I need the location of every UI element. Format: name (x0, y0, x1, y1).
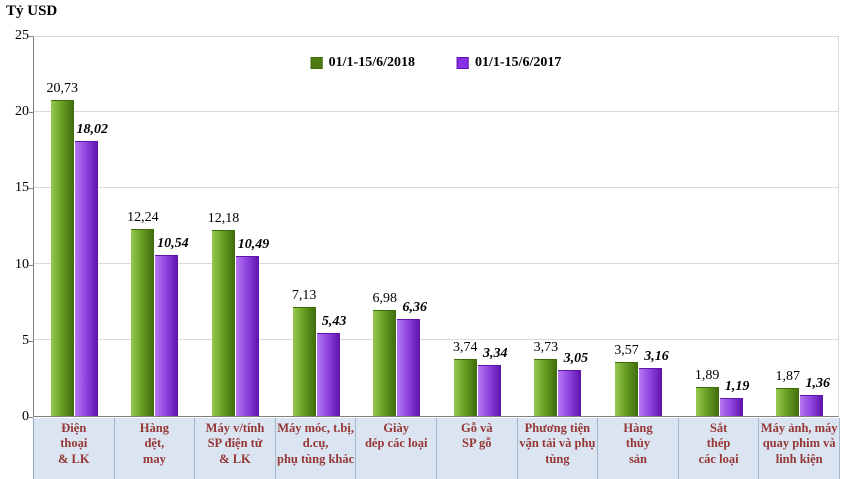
x-axis-label: Điện thoại & LK (34, 418, 115, 479)
x-axis-label-text: Điện thoại & LK (57, 421, 90, 466)
y-tick-mark (29, 340, 33, 342)
bar-2018 (212, 230, 235, 416)
x-axis-label: Hàng thủy sản (598, 418, 679, 479)
x-axis-label-text: Máy móc, t.bị, d.cụ, phụ tùng khác (277, 421, 355, 466)
value-label-2018: 1,89 (694, 368, 720, 384)
x-axis-labels: Điện thoại & LK Hàng dệt, may Máy v/tính SP điệ… (33, 418, 840, 479)
bar-2018 (453, 359, 477, 416)
bar-2017 (719, 397, 743, 416)
value-label-2018: 12,18 (207, 211, 240, 227)
plot-area: 01/1-15/6/2018 01/1-15/6/2017 20,73 18,02 1… (33, 36, 839, 417)
x-axis-label: Máy v/tính SP điện tử & LK (195, 418, 276, 479)
bar-2018 (776, 387, 800, 416)
value-label-2017: 5,43 (321, 314, 347, 330)
gridline (34, 339, 838, 341)
legend-label: 01/1-15/6/2018 (328, 55, 415, 70)
y-tick-label: 5 (22, 332, 29, 348)
x-axis-label-text: Gỗ và SP gỗ (460, 421, 493, 451)
x-axis-label: Gỗ và SP gỗ (437, 418, 518, 479)
legend-label: 01/1-15/6/2017 (475, 55, 562, 70)
value-label-2018: 3,73 (533, 340, 559, 356)
value-label-2018: 3,74 (453, 340, 478, 356)
gridline (34, 110, 838, 112)
bar-2017 (316, 333, 340, 416)
bar-2017 (800, 395, 824, 416)
x-axis-label: Sắt thép các loại (679, 418, 760, 479)
y-tick-label: 15 (15, 180, 29, 196)
x-axis-label-text: Hàng dệt, may (139, 421, 169, 466)
value-label-2017: 6,36 (402, 300, 427, 316)
x-axis-label: Giày dép các loại (356, 418, 437, 479)
bar-2017 (236, 256, 259, 416)
value-label-2017: 10,49 (237, 237, 270, 253)
bar-2017 (639, 367, 662, 416)
bar-2018 (373, 309, 397, 416)
value-label-2017: 1,36 (805, 376, 830, 392)
value-label-2018: 1,87 (775, 368, 800, 384)
x-axis-label: Máy móc, t.bị, d.cụ, phụ tùng khác (276, 418, 357, 479)
bar-2017 (477, 365, 501, 416)
value-label-2018: 20,73 (46, 81, 79, 97)
x-axis-label: Máy ảnh, máy quay phim và linh kiện (759, 418, 840, 479)
y-tick-label: 20 (15, 104, 29, 120)
bar-2017 (155, 255, 179, 416)
bar-2017 (558, 369, 582, 416)
x-axis-label-text: Hàng thủy sản (623, 421, 653, 466)
x-axis-label-text: Máy ảnh, máy quay phim và linh kiện (760, 421, 838, 466)
y-tick-label: 10 (15, 256, 29, 272)
bar-2018 (615, 361, 638, 416)
x-axis-label: Hàng dệt, may (115, 418, 196, 479)
bar-2018 (695, 387, 719, 416)
value-label-2018: 6,98 (372, 290, 397, 306)
value-label-2018: 3,57 (614, 342, 639, 358)
bar-2018 (534, 359, 558, 416)
x-axis-label: Phương tiện vận tải và phụ tùng (518, 418, 599, 479)
y-tick-mark (29, 417, 33, 418)
x-axis-label-text: Sắt thép các loại (698, 421, 739, 466)
legend-item-2017: 01/1-15/6/2017 (457, 55, 561, 71)
value-label-2017: 3,34 (483, 346, 508, 362)
x-axis-label-text: Máy v/tính SP điện tử & LK (205, 421, 265, 466)
value-label-2017: 10,54 (157, 236, 189, 252)
value-label-2017: 1,19 (724, 378, 750, 394)
bar-2018 (50, 100, 74, 416)
y-tick-label: 25 (15, 28, 29, 43)
y-tick-mark (29, 36, 33, 37)
y-axis-title: Tỷ USD (6, 3, 58, 19)
legend-swatch-icon (457, 57, 469, 69)
x-axis-label-text: Phương tiện vận tải và phụ tùng (519, 421, 596, 466)
bar-2018 (131, 229, 155, 416)
value-label-2018: 7,13 (291, 288, 317, 304)
value-label-2018: 12,24 (127, 210, 159, 226)
bar-2017 (397, 319, 421, 416)
value-label-2017: 3,05 (563, 350, 589, 366)
bar-2018 (292, 307, 316, 416)
y-tick-label: 0 (22, 409, 29, 424)
gridline (34, 186, 838, 188)
y-tick-mark (29, 264, 33, 266)
value-label-2017: 18,02 (76, 122, 109, 138)
x-axis-label-text: Giày dép các loại (364, 421, 428, 451)
y-tick-mark (29, 112, 33, 114)
bar-2017 (74, 141, 98, 416)
y-tick-mark (29, 188, 33, 190)
gridline (34, 263, 838, 265)
legend-swatch-icon (310, 57, 323, 69)
legend-item-2018: 01/1-15/6/2018 (310, 55, 415, 71)
legend: 01/1-15/6/2018 01/1-15/6/2017 (310, 55, 561, 71)
value-label-2017: 3,16 (644, 348, 669, 364)
